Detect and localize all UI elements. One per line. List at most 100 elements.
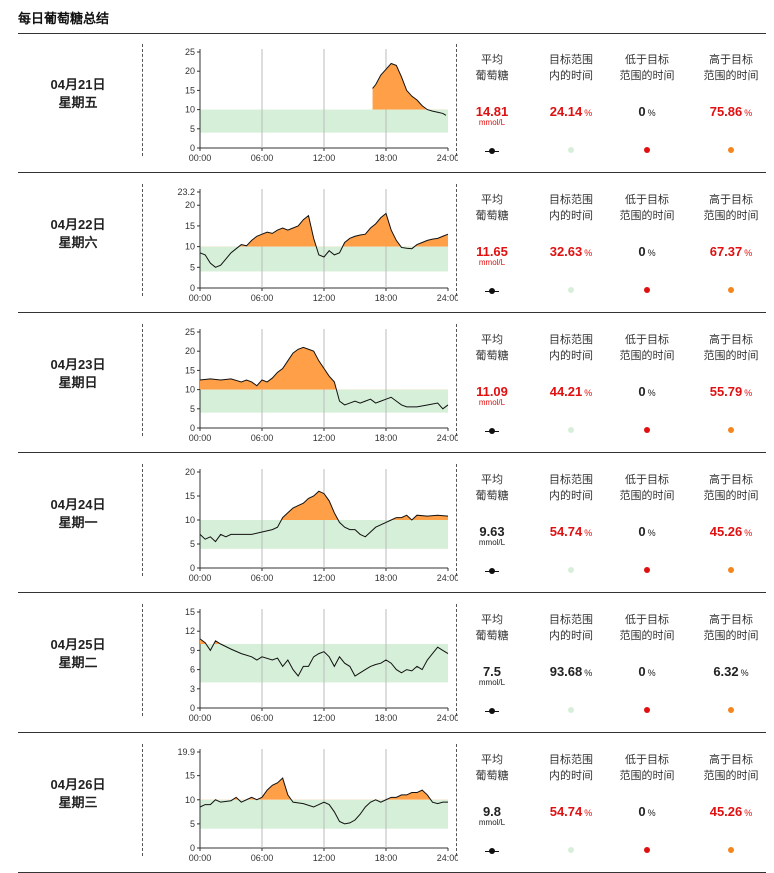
below-value: 0% — [607, 524, 687, 539]
in_range-header: 目标范围 内的时间 — [531, 612, 611, 644]
above-value: 75.86% — [691, 104, 771, 119]
header-line: 低于目标 — [625, 614, 669, 626]
header-line: 高于目标 — [709, 474, 753, 486]
x-tick-label: 06:00 — [251, 293, 274, 303]
avg-number: 11.65 — [476, 244, 508, 259]
x-tick-label: 24:00 — [437, 433, 458, 443]
avg-header: 平均 葡萄糖 — [452, 752, 532, 784]
y-tick-label: 15 — [185, 491, 195, 501]
in_range-indicator-dot — [568, 707, 574, 713]
y-tick-label: 0 — [190, 563, 195, 573]
y-tick-label: 20 — [185, 346, 195, 356]
x-tick-label: 00:00 — [189, 853, 212, 863]
in_range-value: 44.21% — [531, 384, 611, 399]
day-date: 04月25日 星期二 — [18, 636, 138, 672]
dashed-divider — [456, 744, 457, 856]
header-line: 平均 — [481, 474, 503, 486]
percent-unit: % — [647, 388, 656, 398]
above-number: 75.86 — [709, 104, 743, 119]
row-divider — [18, 172, 766, 173]
mmol-unit: mmol/L — [478, 118, 506, 127]
day-date: 04月21日 星期五 — [18, 76, 138, 112]
header-line: 高于目标 — [709, 754, 753, 766]
above-number: 45.26 — [709, 524, 743, 539]
dashed-divider — [142, 604, 143, 716]
below-indicator-dot — [644, 427, 650, 433]
mmol-unit: mmol/L — [478, 818, 506, 827]
header-line: 目标范围 — [549, 334, 593, 346]
below-header: 低于目标 范围的时间 — [607, 752, 687, 784]
weekday-label: 星期二 — [58, 655, 98, 670]
below-indicator-dot — [644, 847, 650, 853]
y-tick-label: 12 — [185, 626, 195, 636]
below-value: 0% — [607, 384, 687, 399]
in_range-value: 54.74% — [531, 524, 611, 539]
in_range-header: 目标范围 内的时间 — [531, 52, 611, 84]
above-indicator-dot — [728, 847, 734, 853]
mmol-unit: mmol/L — [478, 538, 506, 547]
below-number: 0 — [638, 384, 646, 399]
row-divider — [18, 452, 766, 453]
below-indicator-dot — [644, 147, 650, 153]
in_range-value: 93.68% — [531, 664, 611, 679]
in_range-number: 54.74 — [549, 804, 583, 819]
below-number: 0 — [638, 104, 646, 119]
header-line: 范围的时间 — [619, 490, 675, 502]
avg-indicator-icon — [485, 568, 499, 574]
header-line: 内的时间 — [549, 490, 593, 502]
glucose-chart: 0 5 10 15 19.9 00:00 06:00 12:00 18:00 24:00 — [177, 747, 458, 863]
header-line: 葡萄糖 — [475, 350, 509, 362]
avg-number: 9.8 — [482, 804, 502, 819]
x-tick-label: 06:00 — [251, 433, 274, 443]
below-header: 低于目标 范围的时间 — [607, 52, 687, 84]
avg-value: 9.8 — [452, 804, 532, 819]
in_range-indicator-dot — [568, 847, 574, 853]
above-indicator-dot — [728, 147, 734, 153]
header-line: 平均 — [481, 614, 503, 626]
glucose-curve — [199, 777, 448, 825]
y-top-label: 23.2 — [177, 187, 195, 197]
header-line: 范围的时间 — [619, 70, 675, 82]
in_range-indicator-dot — [568, 427, 574, 433]
date-label: 04月26日 — [50, 777, 106, 792]
y-top-label: 19.9 — [177, 747, 195, 757]
y-tick-label: 5 — [190, 819, 195, 829]
x-tick-label: 12:00 — [313, 433, 336, 443]
in_range-indicator-dot — [568, 287, 574, 293]
below-number: 0 — [638, 524, 646, 539]
header-line: 范围的时间 — [703, 350, 759, 362]
header-line: 内的时间 — [549, 770, 593, 782]
in_range-number: 44.21 — [549, 384, 583, 399]
dashed-divider — [142, 744, 143, 856]
header-line: 目标范围 — [549, 754, 593, 766]
y-tick-label: 25 — [185, 47, 195, 57]
date-label: 04月23日 — [50, 357, 106, 372]
header-line: 平均 — [481, 334, 503, 346]
in_range-number: 32.63 — [549, 244, 583, 259]
header-line: 葡萄糖 — [475, 70, 509, 82]
x-tick-label: 24:00 — [437, 713, 458, 723]
avg-indicator-icon — [485, 428, 499, 434]
percent-unit: % — [647, 248, 656, 258]
glucose-chart: 0 5 10 15 20 25 00:00 06:00 12:00 18:00 24:00 — [185, 327, 458, 443]
y-tick-label: 10 — [185, 242, 195, 252]
glucose-chart: 0 5 10 15 20 25 00:00 06:00 12:00 18:00 24:00 — [185, 47, 458, 163]
y-tick-label: 20 — [185, 66, 195, 76]
x-tick-label: 00:00 — [189, 153, 212, 163]
avg-value: 11.65 — [452, 244, 532, 259]
y-tick-label: 20 — [185, 200, 195, 210]
in_range-value: 32.63% — [531, 244, 611, 259]
avg-value: 7.5 — [452, 664, 532, 679]
below-indicator-dot — [644, 567, 650, 573]
percent-unit: % — [744, 528, 753, 538]
page-title: 每日葡萄糖总结 — [18, 11, 110, 26]
mmol-unit: mmol/L — [478, 258, 506, 267]
in_range-value: 24.14% — [531, 104, 611, 119]
header-line: 目标范围 — [549, 474, 593, 486]
mmol-unit: mmol/L — [478, 398, 506, 407]
day-date: 04月23日 星期日 — [18, 356, 138, 392]
y-tick-label: 0 — [190, 143, 195, 153]
y-tick-label: 10 — [185, 515, 195, 525]
glucose-curve — [199, 638, 449, 677]
above-indicator-dot — [728, 707, 734, 713]
